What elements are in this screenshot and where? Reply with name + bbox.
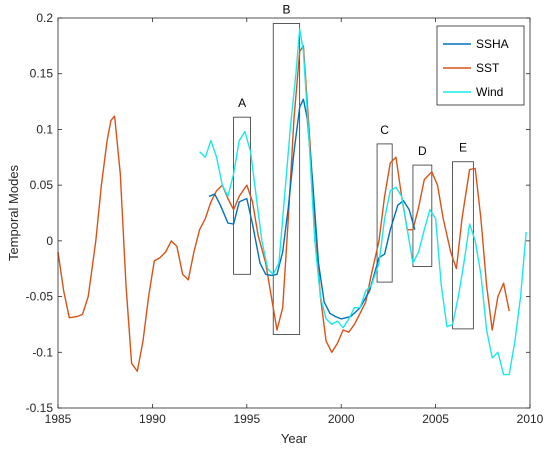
y-tick-label: 0 xyxy=(46,234,53,248)
y-axis: -0.15 -0.1 -0.05 0 0.05 0.1 0.15 0.2 xyxy=(26,11,530,415)
event-box-b xyxy=(272,23,301,335)
y-tick-label: -0.1 xyxy=(32,345,53,359)
event-box-label: D xyxy=(418,144,427,158)
series-line-sst xyxy=(57,45,510,372)
x-tick-label: 2005 xyxy=(422,412,449,426)
x-tick-label: 2000 xyxy=(328,412,355,426)
series-line-wind xyxy=(199,28,527,376)
x-axis: 1985 1990 1995 2000 2005 2010 xyxy=(45,18,544,426)
x-tick-label: 1995 xyxy=(233,412,260,426)
event-box-e xyxy=(452,161,474,330)
y-tick-label: 0.2 xyxy=(36,11,53,25)
x-tick-label: 1990 xyxy=(139,412,166,426)
x-tick-label: 1985 xyxy=(45,412,72,426)
event-box-label: A xyxy=(238,96,246,110)
x-tick-label: 2010 xyxy=(517,412,544,426)
event-box-c xyxy=(376,143,393,283)
y-tick-label: -0.05 xyxy=(26,290,54,304)
legend-label-sst: SST xyxy=(476,61,500,75)
y-tick-label: -0.15 xyxy=(26,401,54,415)
event-box-label: C xyxy=(380,123,389,137)
event-box-d xyxy=(412,164,433,267)
event-boxes: A B C D E xyxy=(233,3,474,335)
y-tick-label: 0.1 xyxy=(36,122,53,136)
event-box-label: E xyxy=(459,141,467,155)
plot-frame xyxy=(57,17,531,409)
y-axis-title: Temporal Modes xyxy=(6,164,21,261)
legend-label-wind: Wind xyxy=(476,85,503,99)
y-tick-label: 0.15 xyxy=(30,67,54,81)
legend-label-ssha: SSHA xyxy=(476,37,509,51)
legend: SSHA SST Wind xyxy=(436,25,525,106)
series-lines xyxy=(57,28,527,376)
x-axis-title: Year xyxy=(281,431,308,446)
event-box-label: B xyxy=(282,3,290,17)
series-line-ssha xyxy=(208,98,416,320)
y-tick-label: 0.05 xyxy=(30,178,54,192)
